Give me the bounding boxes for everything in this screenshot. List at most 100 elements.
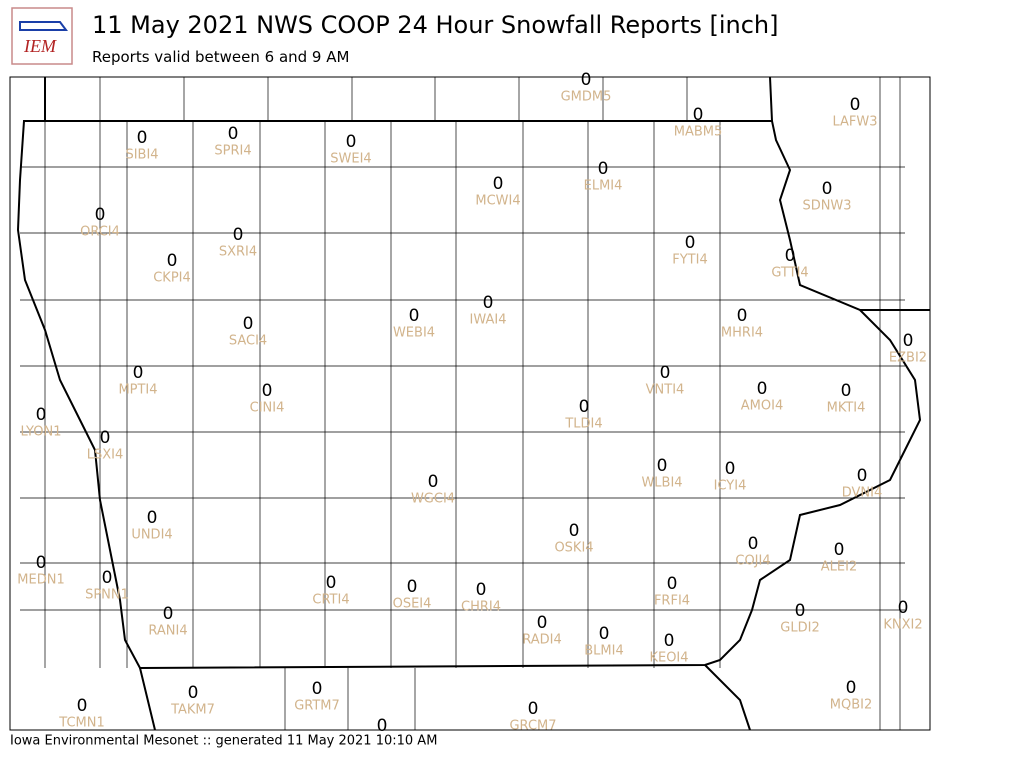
snowfall-value: 0 (685, 233, 696, 253)
station-id: GLDI2 (780, 621, 819, 636)
snowfall-value: 0 (657, 456, 668, 476)
snowfall-value: 0 (188, 683, 199, 703)
station-id: ALEI2 (821, 560, 857, 575)
snowfall-value: 0 (163, 604, 174, 624)
snowfall-value: 0 (407, 577, 418, 597)
station-id: IWAI4 (470, 313, 507, 328)
station-id: TLDI4 (564, 417, 602, 432)
snowfall-value: 0 (581, 70, 592, 90)
snowfall-value: 0 (409, 306, 420, 326)
snowfall-value: 0 (693, 105, 704, 125)
snowfall-value: 0 (725, 459, 736, 479)
station-id: CRTI4 (312, 593, 349, 608)
snowfall-value: 0 (147, 508, 158, 528)
snowfall-value: 0 (795, 601, 806, 621)
station-id: GRTM7 (294, 699, 340, 714)
station-id: SDNW3 (802, 199, 851, 214)
state-borders (44, 76, 930, 731)
snowfall-value: 0 (346, 132, 357, 152)
station-id: WEBI4 (393, 326, 435, 341)
snowfall-value: 0 (898, 598, 909, 618)
iowa-border (16, 120, 922, 670)
map-frame (9, 76, 931, 731)
snowfall-value: 0 (528, 699, 539, 719)
station-id: MKTI4 (827, 401, 866, 416)
snowfall-value: 0 (95, 205, 106, 225)
snowfall-value: 0 (857, 466, 868, 486)
station-id: CHRI4 (461, 600, 501, 615)
footer: Iowa Environmental Mesonet :: generated … (10, 734, 437, 749)
station-id: MEDN1 (17, 573, 64, 588)
station-id: WLBI4 (641, 476, 682, 491)
snowfall-value: 0 (660, 363, 671, 383)
station-id: MHRI4 (721, 326, 763, 341)
snowfall-value: 0 (233, 225, 244, 245)
station-id: RADI4 (522, 633, 562, 648)
station-id: KEOI4 (649, 651, 688, 666)
county-lines (20, 77, 905, 730)
snowfall-value: 0 (483, 293, 494, 313)
station-id: SACI4 (229, 334, 267, 349)
station-id: GTTI4 (771, 266, 808, 281)
snowfall-value: 0 (428, 472, 439, 492)
station-id: COJI4 (735, 554, 770, 569)
snowfall-value: 0 (493, 174, 504, 194)
snowfall-value: 0 (785, 246, 796, 266)
station-id: VNTI4 (646, 383, 685, 398)
logo: IEM (11, 7, 73, 65)
station: 0 (377, 716, 388, 736)
snowfall-value: 0 (312, 679, 323, 699)
snowfall-value: 0 (579, 397, 590, 417)
snowfall-value: 0 (36, 553, 47, 573)
station-id: MPTI4 (118, 383, 157, 398)
snowfall-value: 0 (667, 574, 678, 594)
snowfall-value: 0 (737, 306, 748, 326)
snowfall-value: 0 (326, 573, 337, 593)
station-id: ICYI4 (714, 479, 747, 494)
title: 11 May 2021 NWS COOP 24 Hour Snowfall Re… (92, 11, 779, 39)
station-id: ORCI4 (80, 225, 120, 240)
snowfall-value: 0 (599, 624, 610, 644)
snowfall-value: 0 (822, 179, 833, 199)
snowfall-value: 0 (664, 631, 675, 651)
logo-text: IEM (23, 36, 57, 56)
snowfall-value: 0 (850, 95, 861, 115)
snowfall-value: 0 (77, 696, 88, 716)
station-id: TCMN1 (58, 716, 104, 731)
station-id: DVNI4 (842, 486, 883, 501)
station-id: BLMI4 (584, 644, 623, 659)
station-id: CKPI4 (153, 271, 191, 286)
snowfall-value: 0 (228, 124, 239, 144)
